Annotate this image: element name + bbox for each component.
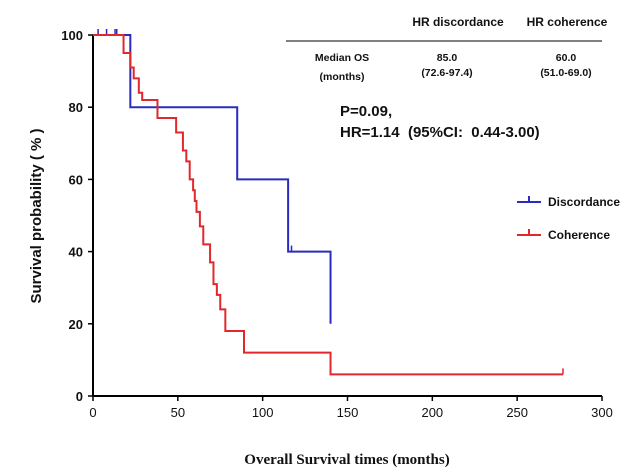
x-tick-label: 300 — [591, 405, 613, 420]
median-discordance: 85.0 — [437, 52, 458, 64]
table-header-discordance: HR discordance — [412, 15, 504, 29]
median-discordance-ci: (72.6-97.4) — [421, 67, 472, 79]
axes — [92, 35, 602, 397]
y-tick-label: 20 — [69, 317, 83, 332]
y-tick-label: 100 — [61, 28, 83, 43]
p-value-annotation: P=0.09, — [340, 103, 392, 120]
series-line-discordance — [93, 34, 332, 324]
hr-annotation: HR=1.14 (95%CI: 0.44-3.00) — [340, 124, 540, 141]
table-header-coherence: HR coherence — [527, 15, 608, 29]
table-row-label-2: (months) — [320, 71, 365, 83]
median-coherence: 60.0 — [556, 52, 577, 64]
x-ticks: 0 50 100 150 200 250 300 — [89, 396, 613, 420]
y-tick-label: 80 — [69, 100, 83, 115]
x-tick-label: 150 — [337, 405, 359, 420]
median-coherence-ci: (51.0-69.0) — [540, 67, 591, 79]
y-ticks: 0 20 40 60 80 100 — [61, 28, 93, 404]
y-tick-label: 40 — [69, 245, 83, 260]
series-line-coherence — [93, 34, 563, 376]
x-tick-label: 0 — [89, 405, 96, 420]
legend-label-discordance: Discordance — [548, 195, 620, 209]
series-layer — [93, 29, 564, 376]
x-tick-label: 250 — [506, 405, 528, 420]
legend: Discordance Coherence — [517, 195, 620, 242]
y-axis-label: Survival probability ( % ) — [28, 128, 45, 303]
y-tick-label: 0 — [76, 389, 83, 404]
x-axis-label: Overall Survival times (months) — [244, 452, 449, 468]
x-tick-label: 50 — [171, 405, 185, 420]
x-tick-label: 200 — [421, 405, 443, 420]
x-tick-label: 100 — [252, 405, 274, 420]
legend-label-coherence: Coherence — [548, 228, 610, 242]
y-tick-label: 60 — [69, 172, 83, 187]
median-os-table: HR discordance HR coherence Median OS (m… — [286, 15, 608, 83]
table-row-label-1: Median OS — [315, 52, 369, 64]
